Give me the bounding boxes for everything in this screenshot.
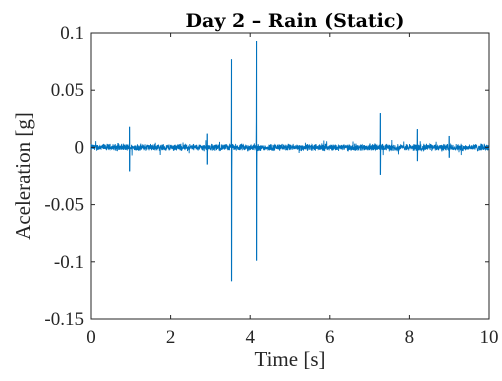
x-tick-label: 10 [480,327,499,348]
signal-series [90,41,490,282]
signal-line [90,41,490,282]
y-tick-label: 0.1 [60,23,84,44]
y-tick-label: -0.1 [54,252,84,273]
y-tick-label: -0.15 [44,309,84,330]
chart-title: Day 2 – Rain (Static) [186,10,405,32]
x-tick-label: 2 [166,327,176,348]
y-tick-label: 0.05 [51,80,84,101]
x-axis-label: Time [s] [255,347,326,371]
x-tick-label: 8 [405,327,415,348]
y-axis-label: Aceleration [g] [11,112,35,240]
plot-area-frame [90,32,490,320]
y-tick-label: -0.05 [44,195,84,216]
y-tick-label: 0 [75,137,85,158]
x-tick-label: 4 [245,327,255,348]
x-tick-label: 6 [325,327,335,348]
x-tick-label: 0 [86,327,96,348]
axis-ticks: 0 2 4 6 8 10 0.1 0.05 0 -0.05 -0.1 -0.15 [44,23,498,348]
